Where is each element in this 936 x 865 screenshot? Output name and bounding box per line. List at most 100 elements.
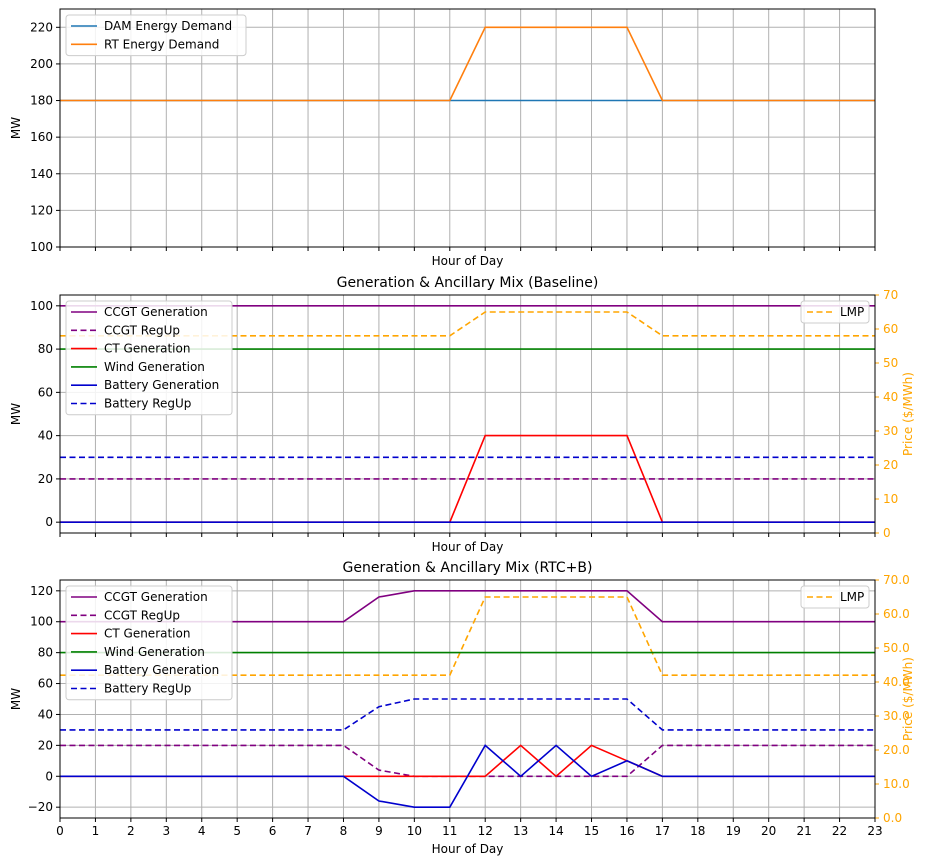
baseline-ytick-label: 40 xyxy=(38,429,53,443)
demand-ytick-label: 220 xyxy=(30,20,53,34)
baseline-legend-label: Wind Generation xyxy=(104,360,205,374)
baseline-y2tick-label: 10 xyxy=(883,492,898,506)
rtcb-legend-label: Battery Generation xyxy=(104,663,219,677)
baseline-mix-chart-panel: 0 20 40 60 80 100 0 10 20 30 40 50 60 70 Price ($/MWh)… xyxy=(9,275,915,554)
baseline-ytick-label: 80 xyxy=(38,342,53,356)
rtcb-xtick-label: 4 xyxy=(198,824,206,838)
rtcb-ytick-label: 20 xyxy=(38,738,53,752)
baseline-plot-frame xyxy=(59,294,876,534)
baseline-legend-label: Battery RegUp xyxy=(104,397,191,411)
rtcb-ytick-label: 40 xyxy=(38,707,53,721)
rtcb-xtick-label: 19 xyxy=(726,824,741,838)
rtcb-y2tick-label: 30.0 xyxy=(883,709,910,723)
rtcb-legend-label: CCGT RegUp xyxy=(104,608,180,622)
rtcb-xtick-label: 3 xyxy=(162,824,170,838)
rtcb-xtick-label: 16 xyxy=(619,824,634,838)
rtcb-ytick-label: 100 xyxy=(30,615,53,629)
rtcb-xtick-label: 15 xyxy=(584,824,599,838)
rtcb-xtick-label: 0 xyxy=(56,824,64,838)
rtcb-y2tick-label: 50.0 xyxy=(883,641,910,655)
demand-plot-frame xyxy=(59,8,876,248)
rtcb-xtick-label: 6 xyxy=(269,824,277,838)
baseline-legend-right-label: LMP xyxy=(840,305,864,319)
baseline-ytick-label: 0 xyxy=(45,515,53,529)
rtcb-xtick-label: 22 xyxy=(832,824,847,838)
rtcb-y-axis-label: MW xyxy=(9,688,23,710)
rtcb-y2tick-label: 10.0 xyxy=(883,777,910,791)
rtcb-ytick-label: 0 xyxy=(45,769,53,783)
rtcb-xtick-label: 9 xyxy=(375,824,383,838)
demand-ytick-label: 140 xyxy=(30,167,53,181)
rtcb-xtick-label: 20 xyxy=(761,824,776,838)
rtcb-plot-frame xyxy=(59,579,876,819)
rtcb-legend-right-box xyxy=(800,585,870,609)
rtcb-xtick-label: 17 xyxy=(655,824,670,838)
rtcb-y2-axis-label: Price ($/MWh) xyxy=(901,657,915,741)
demand-legend-box xyxy=(65,14,247,57)
rtcb-legend-label: CT Generation xyxy=(104,627,190,641)
rtcb-y2tick-label: 60.0 xyxy=(883,607,910,621)
rtcb-y2tick-label: 0.0 xyxy=(883,811,902,825)
rtcb-legend-right-label: LMP xyxy=(840,590,864,604)
rtcb-ytick-label: 80 xyxy=(38,646,53,660)
demand-ytick-label: 180 xyxy=(30,94,53,108)
rtcb-xtick-label: 14 xyxy=(548,824,563,838)
rtcb-y2tick-label: 70.0 xyxy=(883,573,910,587)
rtcb-series-ct-generation-line xyxy=(60,744,875,778)
rtcb-series-battery-generation-line xyxy=(60,744,875,809)
demand-x-axis-label: Hour of Day xyxy=(432,254,504,268)
demand-ytick-label: 120 xyxy=(30,203,53,217)
baseline-y2tick-label: 20 xyxy=(883,458,898,472)
baseline-legend-label: CCGT Generation xyxy=(104,305,208,319)
baseline-x-axis-label: Hour of Day xyxy=(432,540,504,554)
rtcb-xtick-label: 21 xyxy=(796,824,811,838)
rtcb-chart-title: Generation & Ancillary Mix (RTC+B) xyxy=(343,560,593,576)
baseline-ytick-label: 100 xyxy=(30,299,53,313)
rtcb-xtick-label: 7 xyxy=(304,824,312,838)
rtcb-xtick-label: 18 xyxy=(690,824,705,838)
baseline-legend-right-box xyxy=(800,300,870,324)
baseline-legend: CCGT Generation CCGT RegUp CT Generation Wi… xyxy=(65,300,233,416)
demand-ytick-label: 200 xyxy=(30,57,53,71)
demand-ytick-label: 160 xyxy=(30,130,53,144)
rtcb-legend-right: LMP xyxy=(800,585,870,609)
baseline-y2-axis-label: Price ($/MWh) xyxy=(901,372,915,456)
rtcb-legend-label: Wind Generation xyxy=(104,645,205,659)
rtcb-y2tick-label: 40.0 xyxy=(883,675,910,689)
rtcb-ytick-label: 60 xyxy=(38,677,53,691)
baseline-ytick-label: 20 xyxy=(38,472,53,486)
baseline-y2tick-label: 70 xyxy=(883,288,898,302)
baseline-y2tick-label: 30 xyxy=(883,424,898,438)
rtcb-ytick-label: −20 xyxy=(28,800,53,814)
demand-legend-label: DAM Energy Demand xyxy=(104,19,232,33)
baseline-legend-label: CCGT RegUp xyxy=(104,323,180,337)
rtcb-ytick-label: 120 xyxy=(30,584,53,598)
demand-series-rt-energy-demand-line xyxy=(60,26,875,102)
baseline-legend-box xyxy=(65,300,233,416)
rtcb-xtick-label: 12 xyxy=(478,824,493,838)
baseline-legend-label: Battery Generation xyxy=(104,378,219,392)
demand-legend: DAM Energy Demand RT Energy Demand xyxy=(65,14,247,57)
rtcb-xtick-label: 10 xyxy=(407,824,422,838)
baseline-y2tick-label: 60 xyxy=(883,322,898,336)
baseline-y-axis-label: MW xyxy=(9,403,23,425)
rtcb-y2tick-label: 20.0 xyxy=(883,743,910,757)
baseline-chart-title: Generation & Ancillary Mix (Baseline) xyxy=(337,275,599,291)
rtcb-xtick-label: 23 xyxy=(867,824,882,838)
rtcb-x-axis-label: Hour of Day xyxy=(432,842,504,856)
rtcb-legend: CCGT Generation CCGT RegUp CT Generation Wi… xyxy=(65,585,233,701)
rtcb-legend-label: CCGT Generation xyxy=(104,590,208,604)
demand-y-axis-label: MW xyxy=(9,117,23,139)
rtcb-mix-chart-panel: 0 1 2 3 4 5 6 7 8 9 10 11 12 13 14 15 16 17 18 19 20 21 22 23−2… xyxy=(9,560,915,856)
rtcb-xtick-label: 8 xyxy=(340,824,348,838)
rtcb-series-ccgt-regup-line xyxy=(60,744,875,778)
rtcb-xtick-label: 2 xyxy=(127,824,135,838)
demand-chart-panel: 100 120 140 160 180 200 220 Hour of Day MW DAM En… xyxy=(9,8,876,268)
baseline-legend-right: LMP xyxy=(800,300,870,324)
baseline-ytick-label: 60 xyxy=(38,385,53,399)
rtcb-series-battery-regup-line xyxy=(60,698,875,731)
baseline-legend-label: CT Generation xyxy=(104,342,190,356)
baseline-y2tick-label: 0 xyxy=(883,526,891,540)
demand-legend-label: RT Energy Demand xyxy=(104,37,219,51)
